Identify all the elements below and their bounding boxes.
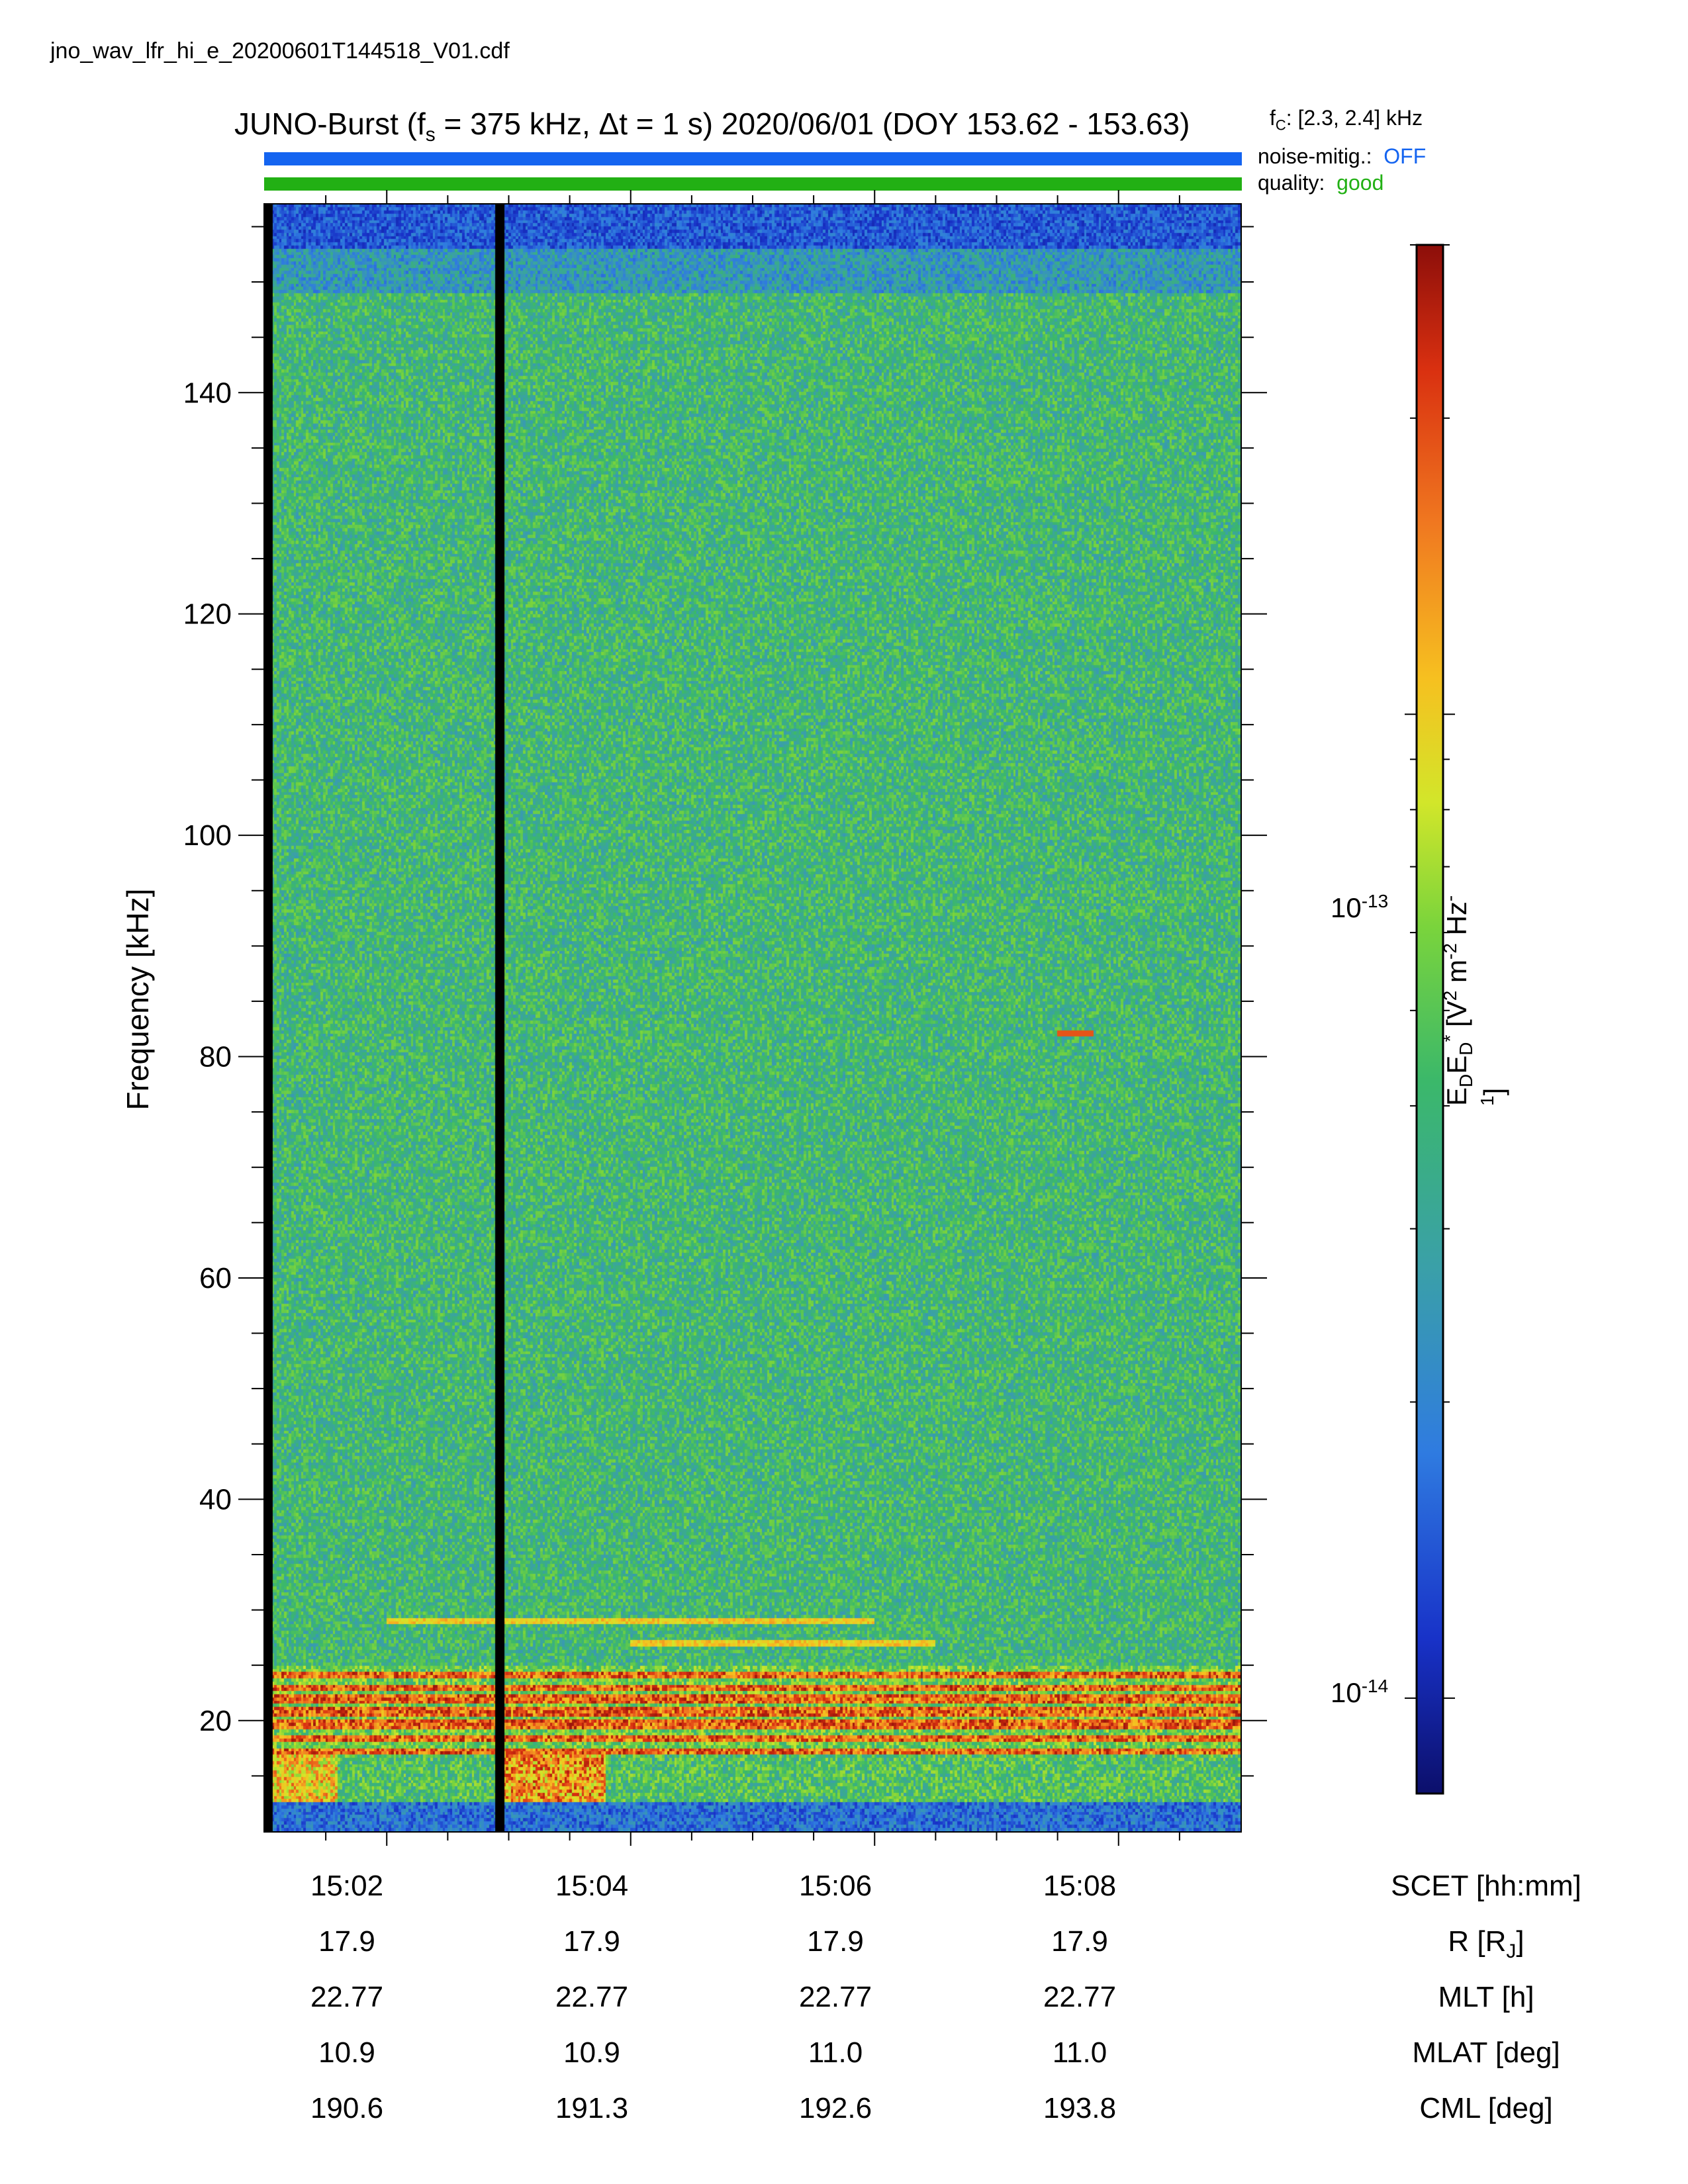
ephemeris-value: 15:04 — [555, 1870, 629, 1902]
y-tick-label: 120 — [183, 598, 232, 631]
ephemeris-value: 15:08 — [1043, 1870, 1117, 1902]
title-main: = 375 kHz, Δt = 1 s) 2020/06/01 (DOY 153… — [435, 107, 1190, 141]
quality-flag: quality: good — [1258, 171, 1383, 195]
ephemeris-value: 191.3 — [555, 2092, 629, 2124]
title-fs-sub: s — [425, 124, 436, 146]
chart-title: JUNO-Burst (fs = 375 kHz, Δt = 1 s) 2020… — [234, 106, 1190, 146]
y-tick-label: 100 — [183, 819, 232, 852]
noise-mitigation-bar — [264, 152, 1242, 165]
title-prefix: JUNO-Burst (f — [234, 107, 426, 141]
y-tick-label: 80 — [199, 1041, 232, 1073]
ephemeris-value: 17.9 — [563, 1925, 620, 1958]
colorbar-ticks — [1405, 244, 1455, 1699]
ephemeris-value: 10.9 — [563, 2036, 620, 2069]
quality-bar — [264, 177, 1242, 191]
quality-value: good — [1336, 171, 1384, 195]
y-axis-label: Frequency [kHz] — [120, 888, 155, 1111]
colorbar-label: EDED* [V2 m-2 Hz-1] — [1439, 895, 1510, 1106]
colorbar — [1415, 244, 1444, 1795]
ephemeris-value: 22.77 — [555, 1981, 629, 2013]
noise-mitigation-flag: noise-mitig.: OFF — [1258, 144, 1426, 169]
ephemeris-value: 10.9 — [318, 2036, 375, 2069]
ephemeris-value: 15:02 — [310, 1870, 384, 1902]
ephemeris-value: 22.77 — [310, 1981, 384, 2013]
ephemeris-value: 17.9 — [318, 1925, 375, 1958]
colorbar-tick-label-1e-14: 10-14 — [1331, 1676, 1389, 1708]
ephemeris-value: 17.9 — [807, 1925, 864, 1958]
y-tick-label: 40 — [199, 1483, 232, 1516]
y-tick-label: 20 — [199, 1705, 232, 1737]
file-name: jno_wav_lfr_hi_e_20200601T144518_V01.cdf — [50, 38, 510, 64]
fc-value: : [2.3, 2.4] kHz — [1286, 106, 1423, 130]
ephemeris-value: 193.8 — [1043, 2092, 1117, 2124]
ephemeris-row-label: MLT [h] — [1438, 1981, 1534, 2013]
fc-sub: C — [1275, 116, 1286, 134]
quality-label: quality: — [1258, 171, 1325, 195]
ephemeris-value: 22.77 — [798, 1981, 872, 2013]
noise-mitigation-label: noise-mitig.: — [1258, 144, 1372, 168]
fc-prefix: f — [1270, 106, 1276, 130]
ephemeris-row-label: SCET [hh:mm] — [1391, 1870, 1581, 1902]
ephemeris-value: 15:06 — [798, 1870, 872, 1902]
ephemeris-value: 11.0 — [1052, 2036, 1107, 2069]
fc-label: fC: [2.3, 2.4] kHz — [1270, 106, 1423, 134]
ephemeris-row-label: MLAT [deg] — [1412, 2036, 1560, 2069]
ephemeris-value: 190.6 — [310, 2092, 384, 2124]
y-tick-label: 140 — [183, 377, 232, 409]
ephemeris-value: 11.0 — [808, 2036, 863, 2069]
noise-mitigation-value: OFF — [1383, 144, 1427, 168]
ephemeris-row-label: R [RJ] — [1448, 1925, 1524, 1962]
y-tick-label: 60 — [199, 1262, 232, 1295]
ephemeris-value: 192.6 — [798, 2092, 872, 2124]
spectrogram-heatmap — [265, 205, 1241, 1831]
ephemeris-row-label: CML [deg] — [1419, 2092, 1553, 2124]
ephemeris-value: 22.77 — [1043, 1981, 1117, 2013]
colorbar-tick-label-1e-13: 10-13 — [1331, 891, 1389, 923]
ephemeris-value: 17.9 — [1051, 1925, 1108, 1958]
